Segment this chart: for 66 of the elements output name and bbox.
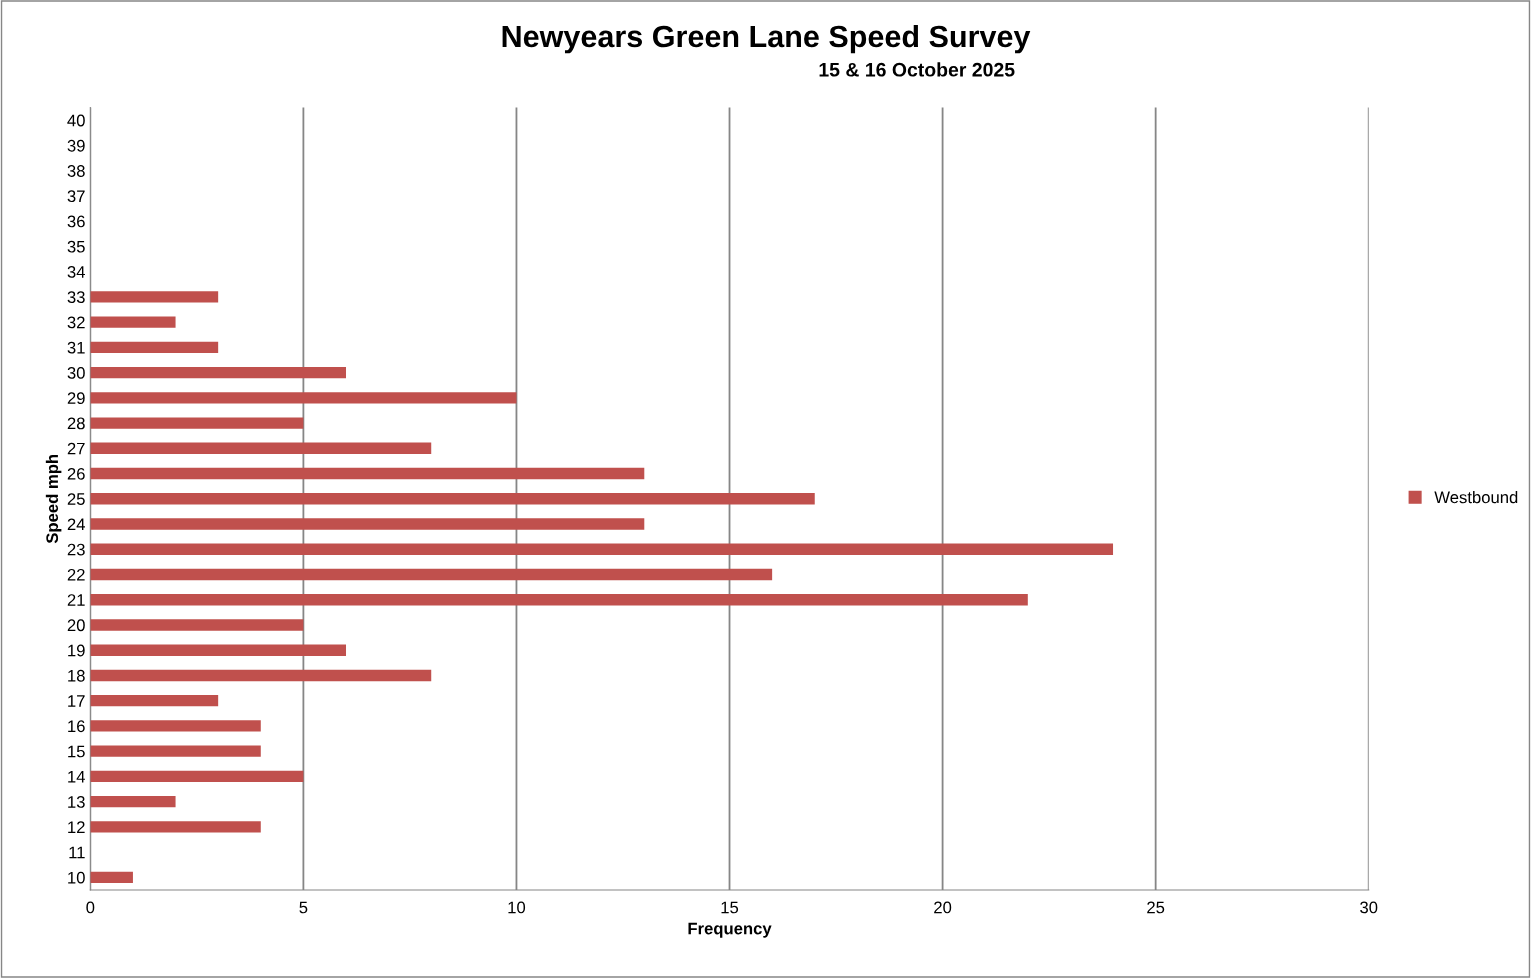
legend-label: Westbound (1434, 491, 1518, 504)
x-tick-label: 15 (721, 901, 739, 914)
y-tick-label: 26 (67, 467, 85, 480)
bar (90, 745, 261, 757)
y-tick-label: 30 (67, 366, 85, 379)
x-tick-label: 10 (508, 901, 526, 914)
bar (90, 619, 304, 631)
y-tick-label: 29 (67, 392, 85, 405)
y-tick-label: 34 (67, 266, 85, 278)
y-tick-label: 27 (67, 442, 85, 455)
y-tick-label: 31 (67, 341, 85, 354)
bar (90, 669, 432, 682)
y-tick-label: 17 (68, 695, 85, 707)
y-tick-label: 12 (68, 821, 85, 833)
bar (90, 720, 261, 732)
x-axis-title: Frequency (688, 922, 772, 938)
chart-subtitle: 15 & 16 October 2025 (819, 62, 1015, 77)
bar (90, 493, 815, 505)
bar (90, 695, 219, 707)
y-tick-label: 10 (68, 871, 85, 884)
bar (90, 291, 219, 303)
bar (90, 442, 432, 454)
y-tick-label: 28 (67, 417, 85, 430)
y-tick-label: 16 (68, 720, 85, 733)
y-tick-label: 24 (67, 518, 85, 531)
y-tick-label: 36 (67, 215, 85, 228)
bar (90, 594, 1028, 606)
y-tick-label: 25 (67, 493, 85, 505)
bar (90, 467, 645, 480)
chart-title: Newyears Green Lane Speed Survey (502, 24, 1031, 54)
bar (90, 341, 219, 354)
y-tick-label: 35 (67, 240, 85, 253)
y-tick-label: 13 (68, 796, 85, 808)
bar (90, 543, 1114, 555)
x-tick-label: 5 (299, 901, 308, 914)
y-tick-label: 40 (67, 114, 85, 127)
y-tick-label: 32 (67, 316, 85, 329)
y-tick-label: 38 (67, 165, 85, 177)
y-tick-label: 11 (69, 846, 85, 859)
bar (90, 366, 347, 379)
y-tick-label: 37 (67, 190, 85, 203)
y-axis-title: Speed mph (45, 454, 62, 544)
y-tick-label: 19 (68, 644, 85, 657)
bar (90, 417, 304, 429)
x-tick-label: 25 (1147, 901, 1165, 914)
x-tick-label: 20 (934, 901, 952, 914)
y-tick-label: 18 (68, 669, 85, 682)
y-tick-label: 23 (67, 543, 85, 556)
y-tick-label: 21 (67, 594, 85, 606)
bar (90, 316, 176, 328)
bar (90, 392, 517, 404)
bar (90, 795, 176, 808)
y-tick-label: 14 (68, 770, 85, 783)
x-tick-label: 0 (86, 901, 95, 914)
y-tick-label: 39 (67, 139, 85, 152)
y-tick-label: 22 (67, 568, 85, 581)
y-tick-label: 15 (68, 745, 85, 758)
bar (90, 568, 773, 581)
y-tick-label: 33 (67, 291, 85, 304)
bar (90, 770, 304, 783)
bar (90, 518, 645, 530)
bar (90, 871, 133, 884)
bar (90, 821, 261, 833)
bar (90, 644, 347, 656)
y-tick-label: 20 (67, 619, 85, 632)
x-tick-label: 30 (1360, 901, 1378, 914)
